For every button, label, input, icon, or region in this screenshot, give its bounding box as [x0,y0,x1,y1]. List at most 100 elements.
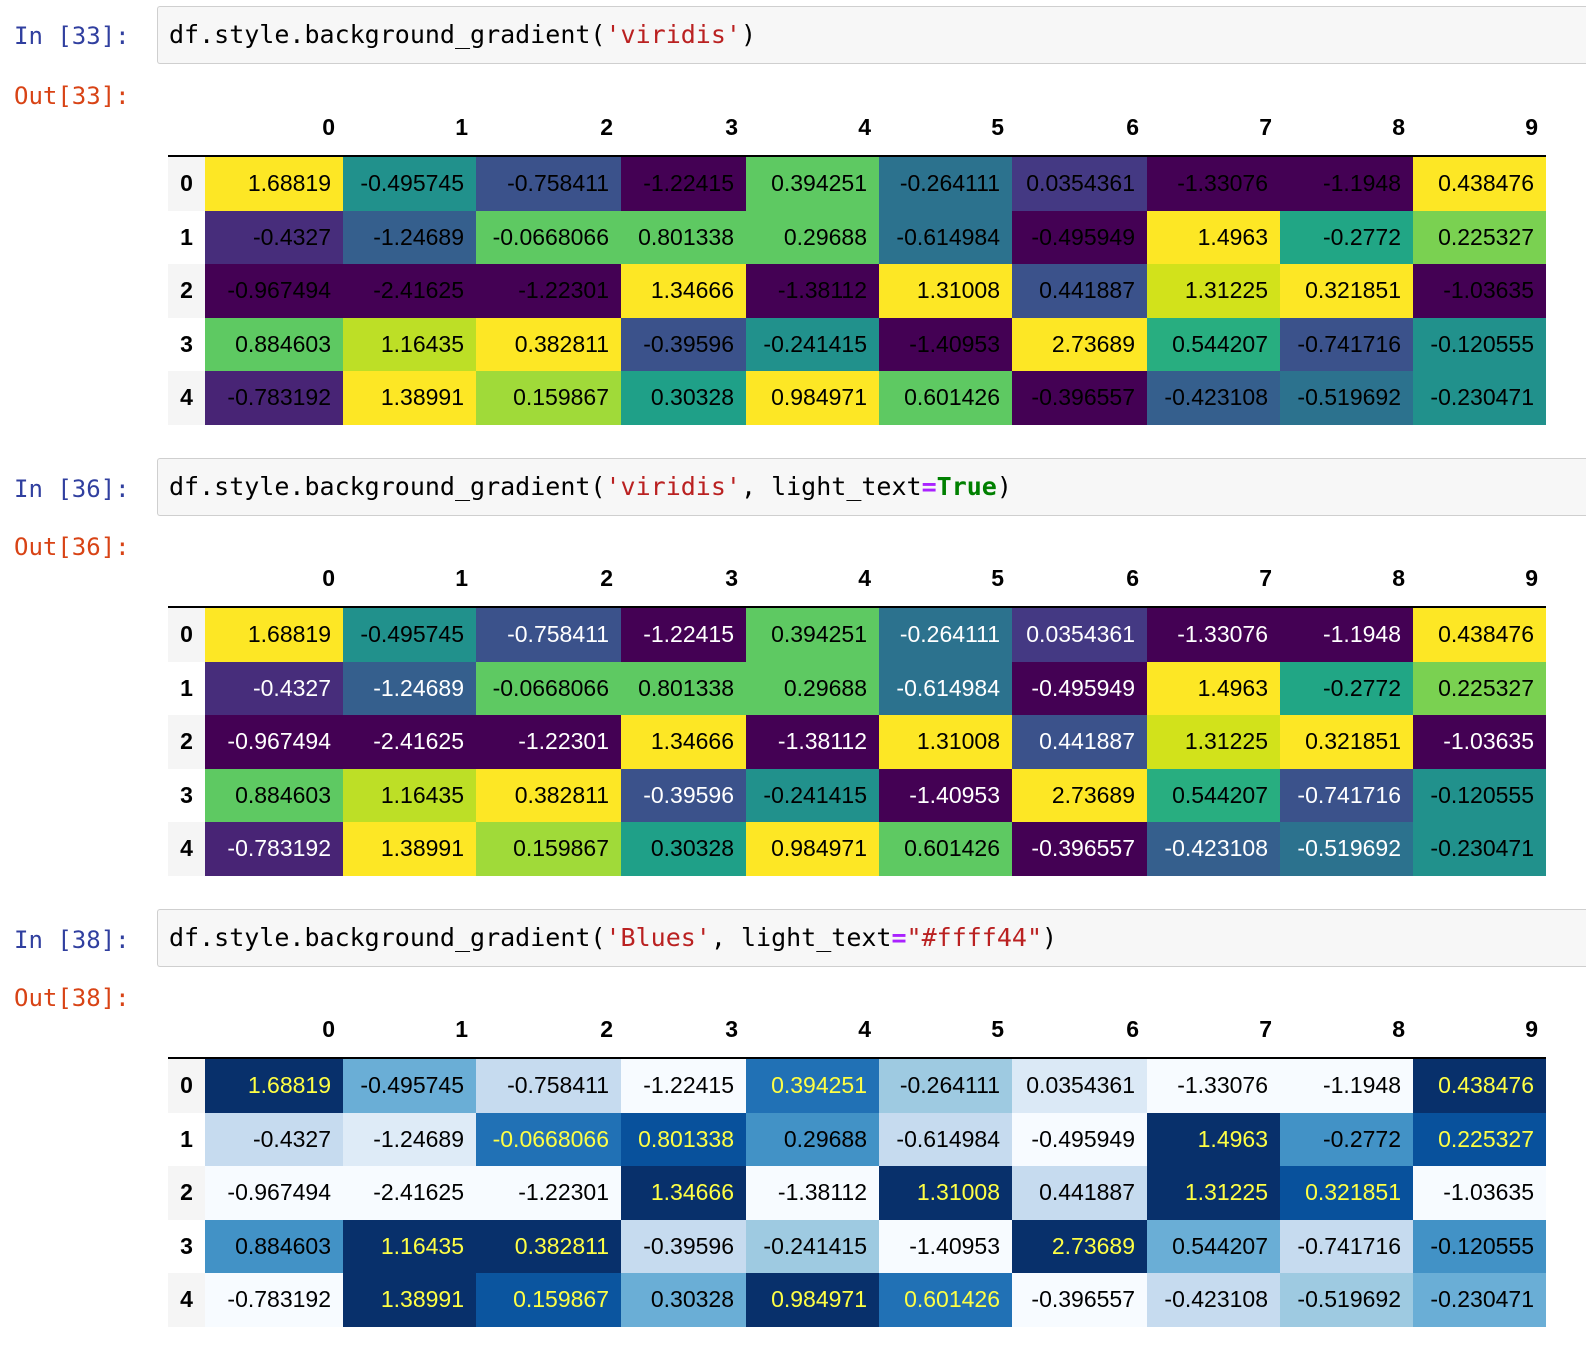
code-cell-33[interactable]: df.style.background_gradient('viridis') [157,6,1586,64]
out-prompt-36: Out[36]: [14,533,130,561]
code-text: df.style.background_gradient( [169,20,606,49]
table-cell: -0.230471 [1413,822,1546,876]
table-cell: -1.1948 [1280,1058,1413,1113]
table-cell: -0.0668066 [476,1112,621,1166]
column-header: 6 [1126,1016,1139,1042]
column-header: 2 [600,114,613,140]
code-operator: = [921,472,937,501]
table-cell: -0.39596 [621,317,746,371]
code-string: 'viridis' [605,472,741,501]
table-cell: 0.544207 [1147,768,1280,822]
table-cell: -1.22415 [621,607,746,662]
table-cell: 1.38991 [343,1273,476,1327]
table-cell: -0.495745 [343,1058,476,1113]
table-cell: -0.783192 [205,822,343,876]
table-cell: 0.438476 [1413,156,1546,211]
table-cell: 0.321851 [1280,715,1413,769]
table-row: 4 -0.783192 1.38991 0.159867 0.30328 0.984971… [168,371,1546,425]
table-cell: -0.495949 [1012,661,1147,715]
column-header: 2 [600,565,613,591]
table-cell: -0.2772 [1280,210,1413,264]
table-cell: 1.31225 [1147,264,1280,318]
table-cell: 0.394251 [746,1058,879,1113]
table-cell: -0.264111 [879,607,1012,662]
table-cell: 1.68819 [205,1058,343,1113]
table-cell: 0.801338 [621,1112,746,1166]
table-cell: 0.601426 [879,822,1012,876]
table-cell: 2.73689 [1012,1219,1147,1273]
table-cell: 0.225327 [1413,1112,1546,1166]
table-cell: -0.519692 [1280,371,1413,425]
table-cell: -0.4327 [205,1112,343,1166]
table-cell: -0.783192 [205,1273,343,1327]
table-cell: 0.801338 [621,210,746,264]
table-cell: 0.441887 [1012,264,1147,318]
out-prompt-33: Out[33]: [14,82,130,110]
column-header: 9 [1525,114,1538,140]
table-cell: 0.29688 [746,1112,879,1166]
row-index: 4 [168,1273,205,1327]
table-cell: 1.31225 [1147,1166,1280,1220]
table-cell: 0.382811 [476,1219,621,1273]
table-cell: 0.544207 [1147,317,1280,371]
table-cell: -0.396557 [1012,822,1147,876]
table-cell: -1.03635 [1413,715,1546,769]
table-cell: 0.321851 [1280,1166,1413,1220]
table-cell: 0.394251 [746,607,879,662]
table-row: 1 -0.4327 -1.24689 -0.0668066 0.801338 0.2968… [168,1112,1546,1166]
table-cell: -0.614984 [879,210,1012,264]
table-cell: 0.225327 [1413,210,1546,264]
table-cell: -1.24689 [343,661,476,715]
table-cell: -0.120555 [1413,768,1546,822]
table-cell: -0.120555 [1413,1219,1546,1273]
column-header: 6 [1126,114,1139,140]
table-cell: -0.758411 [476,607,621,662]
table-cell: 0.382811 [476,768,621,822]
code-cell-38[interactable]: df.style.background_gradient('Blues', li… [157,909,1586,967]
table-cell: -1.22415 [621,156,746,211]
column-header: 3 [725,1016,738,1042]
table-cell: -0.39596 [621,1219,746,1273]
table-cell: -2.41625 [343,264,476,318]
table-cell: 1.34666 [621,264,746,318]
table-cell: 0.801338 [621,661,746,715]
table-cell: -1.1948 [1280,607,1413,662]
in-prompt-36: In [36]: [14,475,130,503]
column-header: 1 [455,114,468,140]
table-cell: -1.33076 [1147,607,1280,662]
code-cell-36[interactable]: df.style.background_gradient('viridis', … [157,458,1586,516]
table-row: 0 1.68819 -0.495745 -0.758411 -1.22415 0.3942… [168,607,1546,662]
table-cell: 0.0354361 [1012,156,1147,211]
column-header: 9 [1525,1016,1538,1042]
out-prompt-38: Out[38]: [14,984,130,1012]
code-text: ) [996,472,1012,501]
code-text: df.style.background_gradient( [169,923,606,952]
code-text: ) [1042,923,1058,952]
column-header: 5 [991,1016,1004,1042]
table-cell: 0.544207 [1147,1219,1280,1273]
table-cell: -0.967494 [205,264,343,318]
column-header: 8 [1392,1016,1405,1042]
table-cell: 0.984971 [746,1273,879,1327]
column-header: 0 [322,565,335,591]
table-cell: -0.230471 [1413,371,1546,425]
row-index: 3 [168,317,205,371]
table-cell: 1.16435 [343,768,476,822]
output-table-38: 0 1 2 3 4 5 6 7 8 9 0 1.68819 -0.495745 -0.758411 -1.2… [168,1002,1546,1327]
output-table-33: 0 1 2 3 4 5 6 7 8 9 0 1.68819 -0.495745 -0.758411 -1.2… [168,100,1546,425]
table-cell: -0.423108 [1147,1273,1280,1327]
table-cell: -1.38112 [746,715,879,769]
table-cell: -1.03635 [1413,1166,1546,1220]
row-index: 2 [168,1166,205,1220]
table-cell: -1.03635 [1413,264,1546,318]
table-cell: -0.495949 [1012,1112,1147,1166]
table-cell: 2.73689 [1012,768,1147,822]
table-cell: -1.38112 [746,264,879,318]
row-index: 3 [168,1219,205,1273]
table-cell: -0.495745 [343,156,476,211]
output-table-36: 0 1 2 3 4 5 6 7 8 9 0 1.68819 -0.495745 -0.758411 -1.2… [168,551,1546,876]
table-cell: 1.38991 [343,822,476,876]
table-cell: 1.38991 [343,371,476,425]
table-cell: -0.614984 [879,1112,1012,1166]
table-cell: -0.264111 [879,156,1012,211]
